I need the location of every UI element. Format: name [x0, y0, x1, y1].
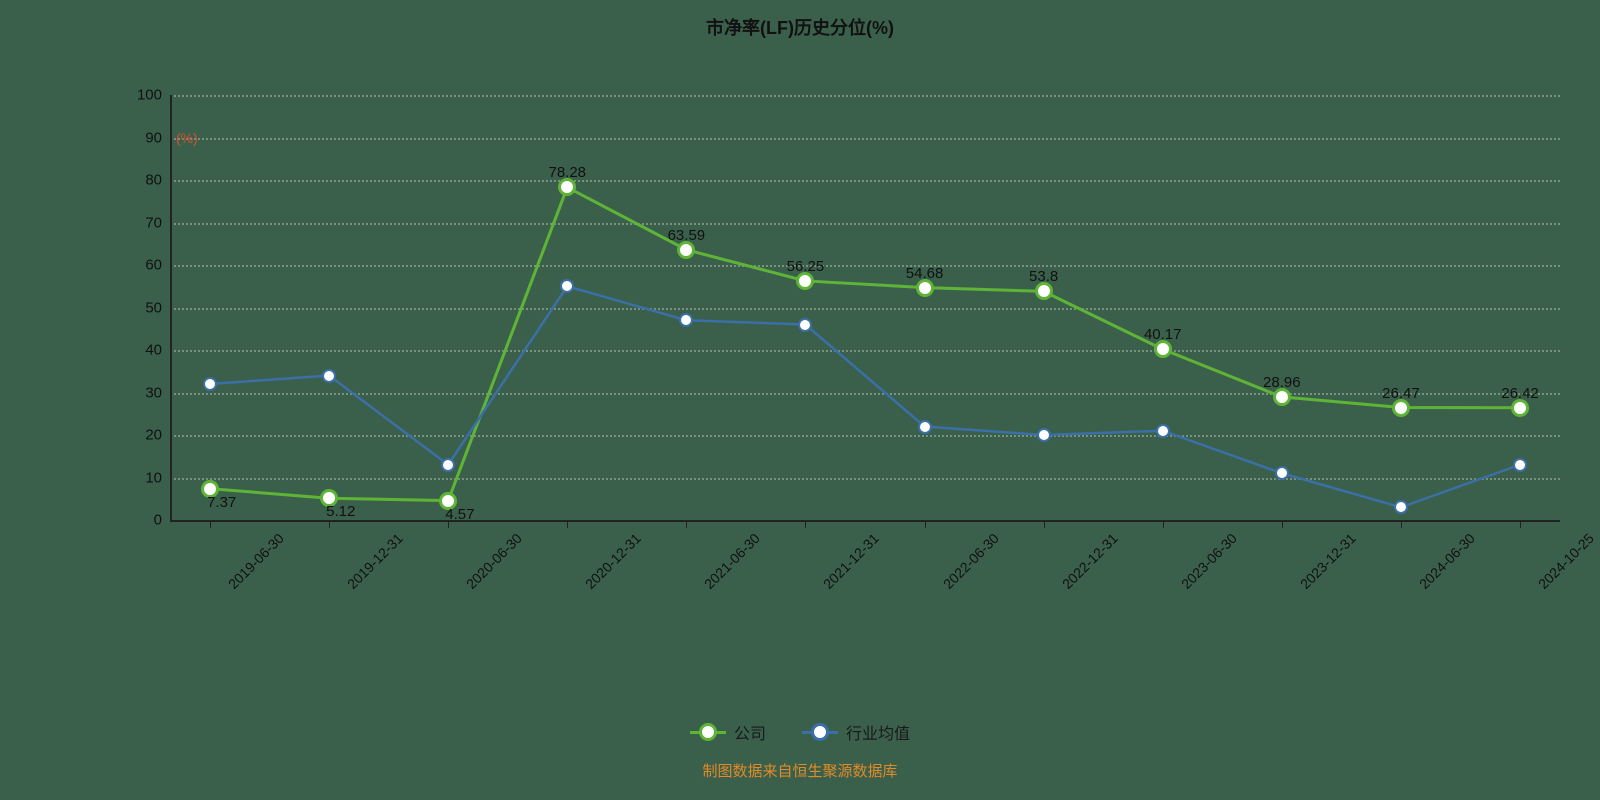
legend-label: 公司 [734, 720, 766, 744]
x-tick-label: 2024-10-25 [1535, 530, 1597, 592]
plot-area: 0102030405060708090100(%)2019-06-302019-… [170, 95, 1560, 520]
data-point-label: 26.42 [1501, 385, 1539, 402]
legend-marker-icon [690, 731, 726, 734]
data-point-marker [560, 279, 574, 293]
legend-item[interactable]: 行业均值 [802, 720, 910, 744]
legend-marker-icon [802, 731, 838, 734]
y-tick-label: 100 [137, 87, 170, 104]
data-point-label: 40.17 [1144, 326, 1182, 343]
data-point-label: 5.12 [326, 503, 355, 520]
data-point-marker [1513, 458, 1527, 472]
x-tick-mark [1520, 520, 1521, 528]
y-tick-label: 20 [145, 427, 170, 444]
x-tick-mark [925, 520, 926, 528]
data-point-label: 28.96 [1263, 374, 1301, 391]
data-point-label: 53.8 [1029, 268, 1058, 285]
data-point-label: 54.68 [906, 265, 944, 282]
data-point-label: 63.59 [668, 227, 706, 244]
x-tick-mark [805, 520, 806, 528]
x-tick-mark [1401, 520, 1402, 528]
chart-source-footer: 制图数据来自恒生聚源数据库 [0, 760, 1600, 781]
chart-title: 市净率(LF)历史分位(%) [0, 14, 1600, 40]
legend-item[interactable]: 公司 [690, 720, 766, 744]
chart-container: 市净率(LF)历史分位(%) 0102030405060708090100(%)… [0, 0, 1600, 800]
y-tick-label: 10 [145, 469, 170, 486]
series-line [210, 187, 1520, 500]
x-tick-label: 2020-12-31 [582, 530, 644, 592]
data-point-marker [1275, 466, 1289, 480]
data-point-marker [1037, 428, 1051, 442]
data-point-marker [441, 458, 455, 472]
y-tick-label: 90 [145, 129, 170, 146]
data-point-marker [798, 318, 812, 332]
y-tick-label: 50 [145, 299, 170, 316]
x-tick-label: 2023-12-31 [1297, 530, 1359, 592]
data-point-label: 56.25 [787, 258, 825, 275]
data-point-label: 4.57 [445, 506, 474, 523]
legend: 公司 行业均值 [0, 720, 1600, 744]
x-tick-mark [1044, 520, 1045, 528]
x-tick-label: 2023-06-30 [1178, 530, 1240, 592]
x-tick-label: 2022-12-31 [1059, 530, 1121, 592]
data-point-marker [203, 377, 217, 391]
x-tick-mark [210, 520, 211, 528]
y-tick-label: 60 [145, 257, 170, 274]
x-tick-label: 2024-06-30 [1416, 530, 1478, 592]
y-tick-label: 0 [154, 512, 170, 529]
data-point-marker [918, 420, 932, 434]
x-tick-mark [329, 520, 330, 528]
x-tick-mark [686, 520, 687, 528]
x-tick-label: 2021-06-30 [701, 530, 763, 592]
data-point-marker [322, 369, 336, 383]
data-point-label: 26.47 [1382, 385, 1420, 402]
data-point-label: 78.28 [548, 164, 586, 181]
x-tick-label: 2019-06-30 [225, 530, 287, 592]
x-tick-label: 2019-12-31 [344, 530, 406, 592]
y-tick-label: 80 [145, 172, 170, 189]
x-tick-label: 2021-12-31 [820, 530, 882, 592]
x-tick-mark [567, 520, 568, 528]
series-lines [170, 95, 1560, 520]
data-point-label: 7.37 [207, 494, 236, 511]
y-tick-label: 40 [145, 342, 170, 359]
y-tick-label: 30 [145, 384, 170, 401]
data-point-marker [679, 313, 693, 327]
data-point-marker [1394, 500, 1408, 514]
legend-label: 行业均值 [846, 720, 910, 744]
x-tick-label: 2020-06-30 [463, 530, 525, 592]
data-point-marker [1156, 424, 1170, 438]
y-tick-label: 70 [145, 214, 170, 231]
x-tick-label: 2022-06-30 [940, 530, 1002, 592]
x-axis-line [170, 520, 1560, 522]
series-line [210, 286, 1520, 507]
x-tick-mark [1282, 520, 1283, 528]
x-tick-mark [1163, 520, 1164, 528]
